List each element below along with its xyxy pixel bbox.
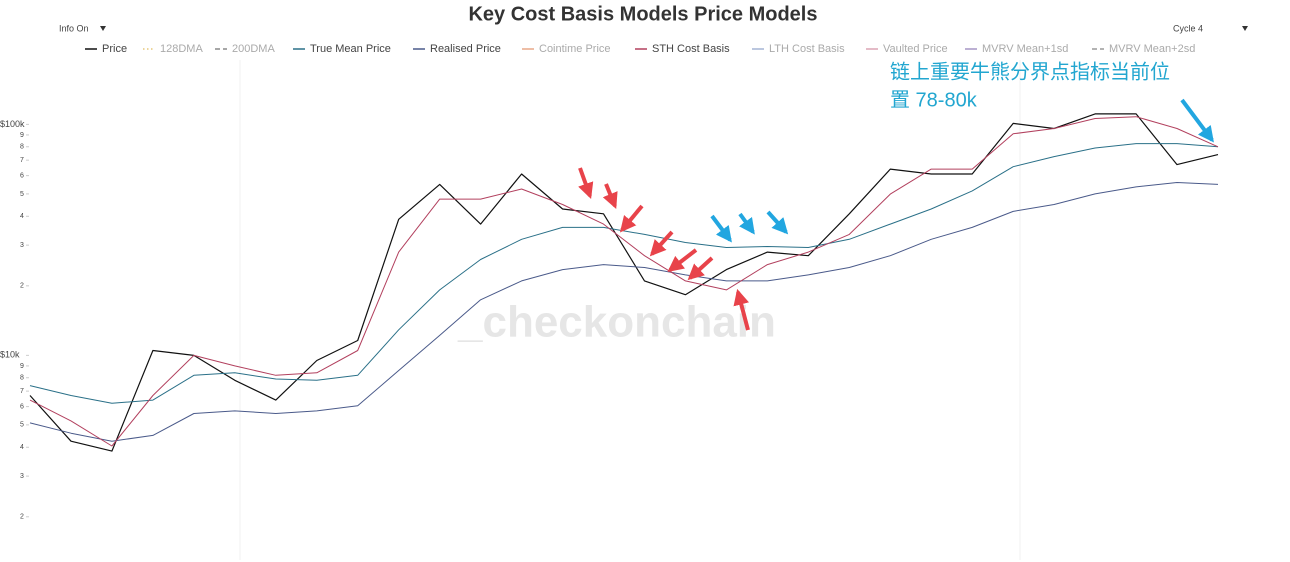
dropdown-label: Info On — [59, 23, 89, 33]
series-line — [29, 116, 1219, 447]
legend-item[interactable]: Realised Price — [413, 43, 501, 55]
arrow — [602, 183, 618, 209]
chart-title: Key Cost Basis Models Price Models — [468, 3, 817, 25]
y-tick-label: 8 — [20, 144, 24, 151]
legend-item[interactable]: 200DMA — [215, 43, 275, 55]
legend-item[interactable]: MVRV Mean+1sd — [965, 43, 1068, 55]
legend-label: STH Cost Basis — [652, 43, 730, 55]
cycle-dropdown[interactable]: Cycle 4 — [1173, 23, 1248, 33]
legend-label: Vaulted Price — [883, 43, 948, 55]
legend-label: MVRV Mean+1sd — [982, 43, 1068, 55]
y-tick-label: 5 — [20, 191, 24, 198]
arrow — [710, 214, 732, 243]
y-tick-label: 2 — [20, 514, 24, 521]
info-dropdown[interactable]: Info On — [59, 23, 106, 33]
legend-label: Cointime Price — [539, 43, 611, 55]
arrow — [667, 248, 698, 272]
y-tick-label: 7 — [20, 388, 24, 395]
series-line — [29, 113, 1219, 452]
legend-label: True Mean Price — [310, 43, 391, 55]
dropdown-caret — [100, 26, 106, 31]
arrows — [578, 98, 1214, 331]
legend-item[interactable]: Cointime Price — [522, 43, 611, 55]
y-tick-label: 2 — [20, 283, 24, 290]
legend-item[interactable]: LTH Cost Basis — [752, 43, 845, 55]
arrow — [766, 210, 789, 235]
y-tick-label: 9 — [20, 132, 24, 139]
y-tick-label: 8 — [20, 375, 24, 382]
legend-item[interactable]: MVRV Mean+2sd — [1092, 43, 1195, 55]
annotation: 置 78-80k — [890, 89, 978, 111]
dropdown-label: Cycle 4 — [1173, 23, 1203, 33]
arrow — [578, 167, 594, 200]
legend-label: 128DMA — [160, 43, 203, 55]
legend-label: LTH Cost Basis — [769, 43, 845, 55]
legend-label: Price — [102, 43, 127, 55]
legend-item[interactable]: Price — [85, 43, 127, 55]
legend: Price 128DMA 200DMA True Mean Price Realised… — [85, 43, 1195, 55]
series-line — [29, 182, 1219, 442]
y-tick-label: 3 — [20, 242, 24, 249]
y-tick-label: 9 — [20, 363, 24, 370]
legend-item[interactable]: True Mean Price — [293, 43, 391, 55]
series-layer — [29, 113, 1219, 452]
arrow — [649, 230, 674, 257]
arrow — [687, 256, 714, 281]
dropdown-caret — [1242, 26, 1248, 31]
annotation: 链上重要牛熊分界点指标当前位 — [890, 60, 1170, 83]
arrow — [619, 204, 644, 233]
legend-item[interactable]: STH Cost Basis — [635, 43, 730, 55]
legend-item[interactable]: Vaulted Price — [866, 43, 948, 55]
y-tick-label: 7 — [20, 157, 24, 164]
y-tick-label: 6 — [20, 172, 24, 179]
y-tick-label: 4 — [20, 444, 24, 451]
y-tick-label: 3 — [20, 473, 24, 480]
y-tick-label: 4 — [20, 213, 24, 220]
arrow — [1180, 98, 1214, 143]
y-tick-label: 6 — [20, 403, 24, 410]
arrow — [733, 288, 750, 331]
watermark: _checkonchain — [457, 298, 776, 347]
legend-label: MVRV Mean+2sd — [1109, 43, 1195, 55]
arrow — [738, 212, 755, 235]
y-tick-label: $100k — [0, 119, 25, 129]
legend-item[interactable]: 128DMA — [143, 43, 203, 55]
y-tick-label: $10k — [0, 350, 20, 360]
y-tick-label: 5 — [20, 422, 24, 429]
legend-label: 200DMA — [232, 43, 275, 55]
legend-label: Realised Price — [430, 43, 501, 55]
